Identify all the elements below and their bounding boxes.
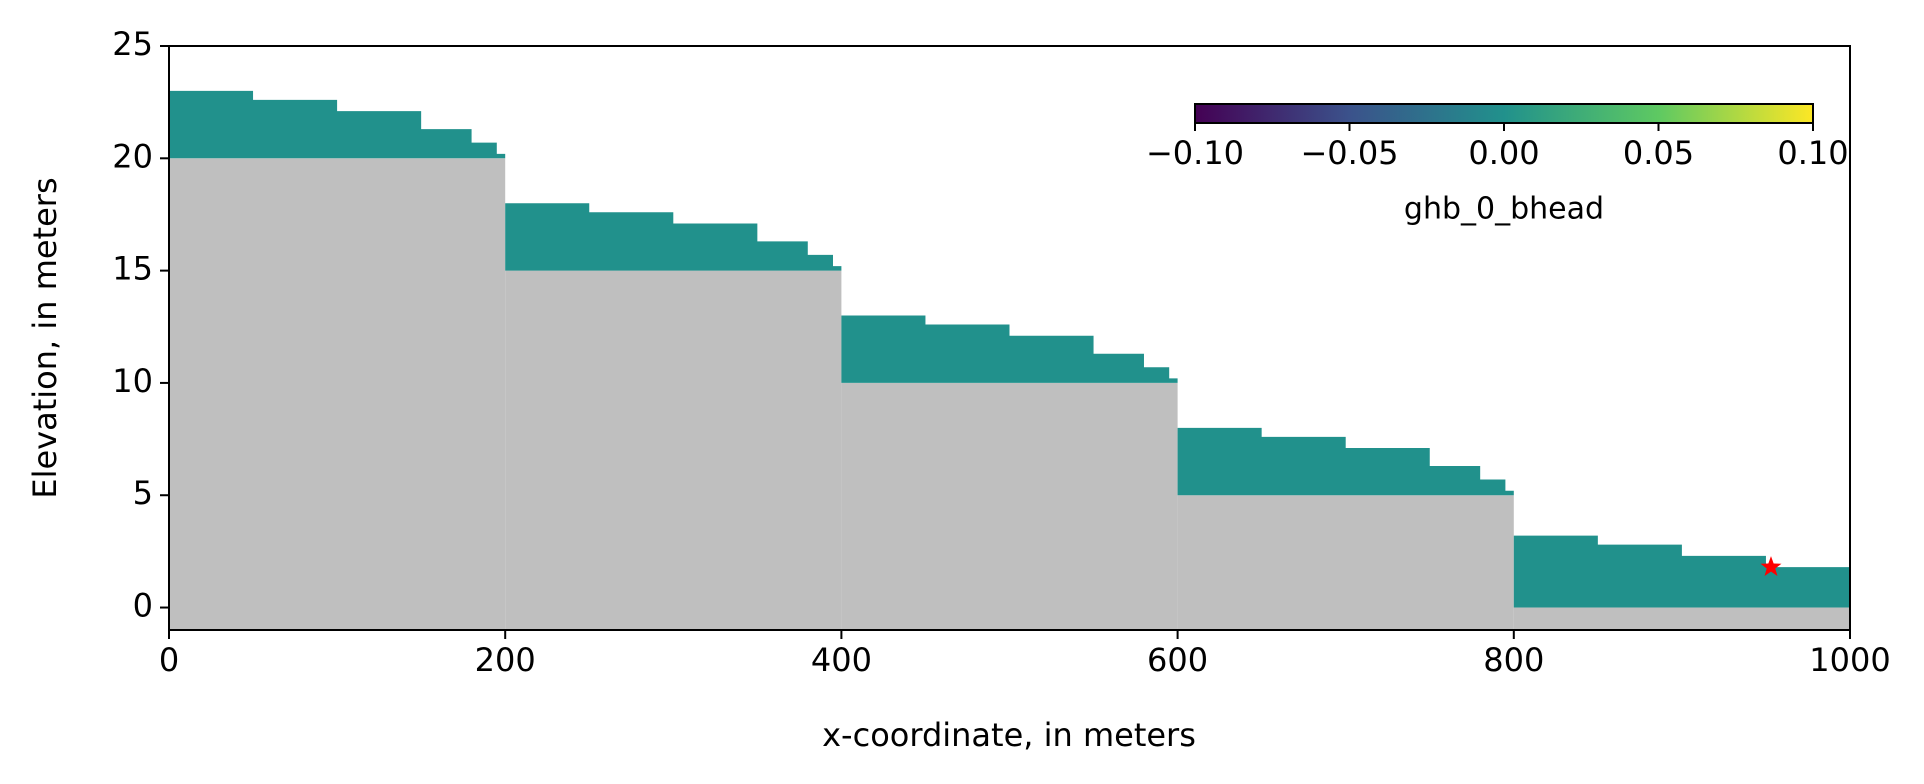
y-tick-label: 20 [112,137,153,175]
x-axis-label: x-coordinate, in meters [822,716,1196,754]
colorbar-tick-label: −0.10 [1146,134,1244,172]
y-tick-label: 25 [112,25,153,63]
x-tick-label: 200 [475,641,536,679]
water-table-area [1513,535,1850,608]
colorbar [1194,103,1814,124]
cell [841,382,1178,630]
x-tick-label: 0 [159,641,179,679]
cell [505,270,842,630]
water-table-area [1177,427,1514,496]
water-table-area [505,203,842,271]
x-tick-label: 400 [811,641,872,679]
colorbar-label: ghb_0_bhead [1404,192,1604,227]
cell [1177,495,1514,630]
colorbar-tick-label: 0.10 [1777,134,1848,172]
x-tick-label: 800 [1483,641,1544,679]
y-tick-label: 5 [133,474,153,512]
x-tick-label: 600 [1147,641,1208,679]
plot-frame [168,45,1851,631]
water-table-area [841,315,1178,383]
y-axis-label: Elevation, in meters [26,177,64,498]
cell [1513,607,1850,630]
y-tick-label: 15 [112,250,153,288]
colorbar-tick-label: −0.05 [1300,134,1398,172]
y-tick-label: 0 [133,587,153,625]
colorbar-tick-label: 0.05 [1623,134,1694,172]
y-tick-label: 10 [112,362,153,400]
cell [169,158,506,631]
marker [1760,556,1782,577]
colorbar-tick-label: 0.00 [1468,134,1539,172]
x-tick-label: 1000 [1809,641,1890,679]
water-table-area [169,90,506,159]
